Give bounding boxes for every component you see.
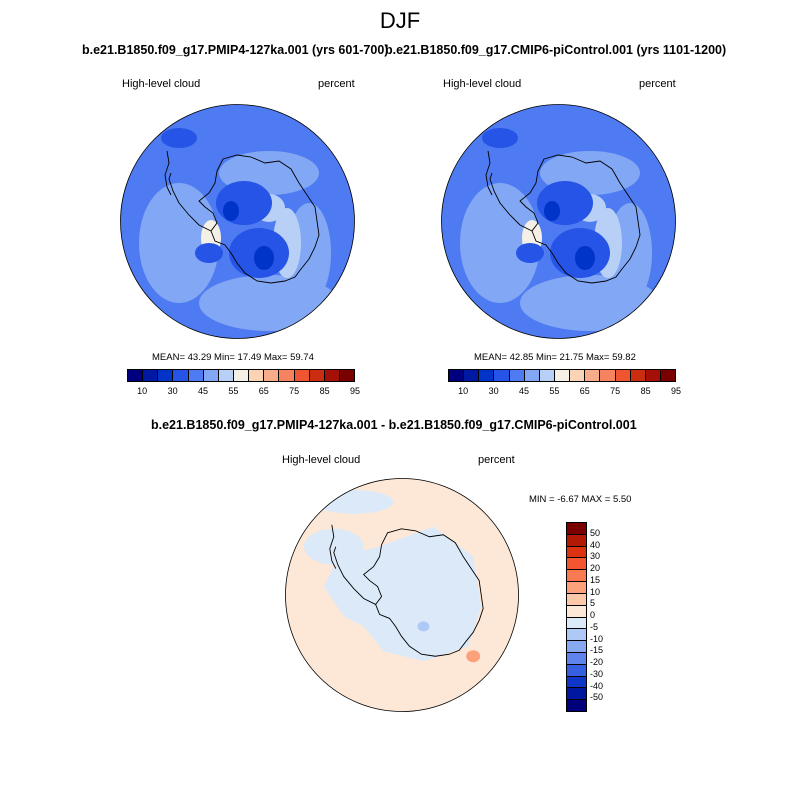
colorbar-swatch bbox=[264, 370, 280, 381]
colorbar-tick-label: 30 bbox=[167, 386, 178, 396]
season-title: DJF bbox=[379, 8, 421, 33]
colorbar-swatch bbox=[279, 370, 295, 381]
panel2-variable-label: High-level cloud bbox=[443, 78, 522, 90]
colorbar-tick-label: 5 bbox=[590, 598, 596, 609]
colorbar-swatch bbox=[645, 370, 661, 381]
colorbar-swatch bbox=[494, 370, 510, 381]
colorbar-swatch bbox=[567, 582, 586, 594]
colorbar-tick-label: 85 bbox=[319, 386, 330, 396]
colorbar-tick-label: -30 bbox=[590, 668, 604, 679]
colorbar-tick-label: 10 bbox=[458, 386, 469, 396]
colorbar-swatch bbox=[567, 664, 586, 677]
colorbar-tick-label: 65 bbox=[258, 386, 269, 396]
panel1-polar-map bbox=[120, 104, 355, 339]
colorbar-swatch bbox=[464, 370, 480, 381]
panel1-variable-label: High-level cloud bbox=[122, 78, 201, 90]
colorbar-tick-label: 30 bbox=[590, 551, 601, 562]
panel1-colorbar bbox=[127, 369, 355, 382]
colorbar-swatch bbox=[539, 370, 555, 381]
colorbar-swatch bbox=[173, 370, 189, 381]
colorbar-tick-label: 95 bbox=[349, 386, 360, 396]
colorbar-swatch bbox=[585, 370, 601, 381]
panel2-units-label: percent bbox=[639, 78, 676, 90]
diff-variable-label: High-level cloud bbox=[282, 454, 361, 466]
colorbar-swatch bbox=[567, 629, 586, 642]
colorbar-swatch bbox=[567, 617, 586, 630]
panel2-polar-map bbox=[441, 104, 676, 339]
colorbar-swatch bbox=[567, 688, 586, 701]
colorbar-swatch bbox=[203, 370, 219, 381]
colorbar-swatch bbox=[567, 570, 586, 583]
colorbar-swatch bbox=[554, 370, 571, 381]
colorbar-tick-label: 55 bbox=[549, 386, 560, 396]
diff-title: b.e21.B1850.f09_g17.PMIP4-127ka.001 - b.… bbox=[151, 418, 637, 432]
colorbar-swatch bbox=[567, 676, 586, 689]
colorbar-swatch bbox=[188, 370, 204, 381]
colorbar-tick-label: 10 bbox=[590, 586, 601, 597]
colorbar-tick-label: -5 bbox=[590, 621, 599, 632]
colorbar-tick-label: 45 bbox=[197, 386, 208, 396]
colorbar-tick-label: 75 bbox=[289, 386, 300, 396]
colorbar-tick-label: 20 bbox=[590, 563, 601, 573]
colorbar-tick-label: 0 bbox=[590, 610, 596, 620]
colorbar-swatch bbox=[567, 605, 586, 618]
colorbar-tick-label: 65 bbox=[579, 386, 590, 396]
colorbar-swatch bbox=[249, 370, 265, 381]
panel2-title: b.e21.B1850.f09_g17.CMIP6-piControl.001 … bbox=[385, 43, 727, 57]
colorbar-tick-label: -20 bbox=[590, 657, 604, 667]
colorbar-swatch bbox=[600, 370, 616, 381]
colorbar-tick-label: 30 bbox=[488, 386, 499, 396]
colorbar-swatch bbox=[309, 370, 325, 381]
colorbar-swatch bbox=[143, 370, 159, 381]
diff-colorbar bbox=[566, 522, 587, 712]
colorbar-swatch bbox=[567, 558, 586, 571]
colorbar-tick-label: -50 bbox=[590, 692, 604, 703]
colorbar-tick-label: 95 bbox=[670, 386, 681, 396]
colorbar-swatch bbox=[324, 370, 340, 381]
panel1-title: b.e21.B1850.f09_g17.PMIP4-127ka.001 (yrs… bbox=[82, 43, 389, 57]
colorbar-tick-label: -15 bbox=[590, 645, 604, 656]
diff-stats: MIN = -6.67 MAX = 5.50 bbox=[529, 494, 632, 505]
colorbar-swatch bbox=[630, 370, 646, 381]
diff-units-label: percent bbox=[478, 454, 515, 466]
colorbar-swatch bbox=[567, 641, 586, 653]
colorbar-tick-label: 85 bbox=[640, 386, 651, 396]
colorbar-swatch bbox=[567, 534, 586, 547]
colorbar-tick-label: -10 bbox=[590, 633, 604, 644]
diff-colorbar-ticks: 50 40 30 20 15 10 5 0 -5 -10 -15 -20 -30 -40 -50 bbox=[590, 522, 620, 710]
colorbar-swatch bbox=[479, 370, 495, 381]
colorbar-swatch bbox=[218, 370, 234, 381]
colorbar-tick-label: 10 bbox=[137, 386, 148, 396]
colorbar-swatch bbox=[660, 370, 676, 381]
panel2-colorbar bbox=[448, 369, 676, 382]
colorbar-swatch bbox=[570, 370, 586, 381]
colorbar-swatch bbox=[449, 370, 465, 381]
panel1-stats: MEAN= 43.29 Min= 17.49 Max= 59.74 bbox=[152, 352, 314, 363]
colorbar-swatch bbox=[567, 652, 586, 665]
colorbar-swatch bbox=[294, 370, 310, 381]
panel2-stats: MEAN= 42.85 Min= 21.75 Max= 59.82 bbox=[474, 352, 636, 363]
colorbar-tick-label: -40 bbox=[590, 680, 604, 691]
colorbar-tick-label: 75 bbox=[610, 386, 621, 396]
colorbar-swatch bbox=[567, 700, 586, 711]
colorbar-tick-label: 15 bbox=[590, 574, 601, 585]
colorbar-tick-label: 50 bbox=[590, 527, 601, 538]
colorbar-swatch bbox=[128, 370, 144, 381]
colorbar-swatch bbox=[567, 593, 586, 606]
colorbar-swatch bbox=[615, 370, 631, 381]
colorbar-swatch bbox=[233, 370, 250, 381]
colorbar-swatch bbox=[339, 370, 355, 381]
colorbar-tick-label: 55 bbox=[228, 386, 239, 396]
colorbar-tick-label: 45 bbox=[518, 386, 529, 396]
diff-polar-map bbox=[285, 478, 519, 712]
colorbar-swatch bbox=[567, 523, 586, 535]
colorbar-tick-label: 40 bbox=[590, 539, 601, 550]
colorbar-swatch bbox=[158, 370, 174, 381]
panel1-units-label: percent bbox=[318, 78, 355, 90]
colorbar-swatch bbox=[524, 370, 540, 381]
colorbar-swatch bbox=[509, 370, 525, 381]
colorbar-swatch bbox=[567, 546, 586, 559]
